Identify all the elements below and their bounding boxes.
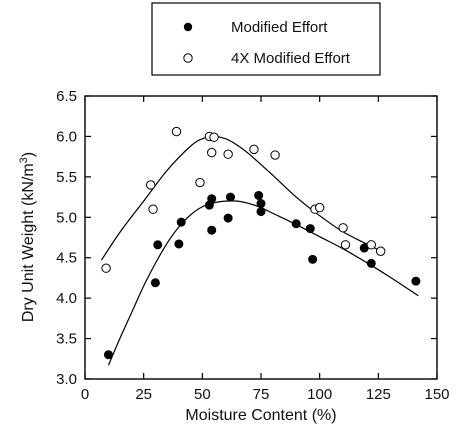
y-tick-label: 6.0 xyxy=(56,128,77,145)
y-axis-title-close: ) xyxy=(20,152,37,157)
x-tick-label: 125 xyxy=(366,386,391,403)
y-tick-label: 4.5 xyxy=(56,250,77,267)
y-axis-title: Dry Unit Weight (kN/m3) xyxy=(18,152,37,322)
legend-box xyxy=(151,2,381,76)
legend-marker-4x-modified-effort xyxy=(183,53,193,63)
data-point-modified-effort xyxy=(366,258,376,268)
data-point-modified-effort xyxy=(207,225,217,235)
legend-label-modified-effort: Modified Effort xyxy=(231,19,328,36)
data-point-modified-effort xyxy=(176,217,186,227)
data-point-4x-modified-effort xyxy=(366,240,376,250)
data-point-modified-effort xyxy=(254,190,264,200)
data-point-4x-modified-effort xyxy=(223,149,233,159)
y-tick-label: 3.0 xyxy=(56,371,77,388)
data-point-4x-modified-effort xyxy=(375,246,386,256)
legend-marker-modified-effort xyxy=(183,22,193,32)
y-axis-title-main: Dry Unit Weight (kN/m xyxy=(20,163,37,322)
x-tick-label: 150 xyxy=(424,386,449,403)
data-point-modified-effort xyxy=(225,192,235,202)
x-tick-label: 100 xyxy=(307,386,332,403)
fit-curve-modified-effort xyxy=(107,200,419,366)
data-point-4x-modified-effort xyxy=(340,240,351,250)
data-point-4x-modified-effort xyxy=(195,177,205,188)
x-tick-label: 0 xyxy=(81,386,89,403)
data-point-modified-effort xyxy=(256,199,266,209)
x-tick-label: 50 xyxy=(194,386,211,403)
plot-frame xyxy=(84,95,438,380)
data-points xyxy=(101,126,421,360)
data-point-4x-modified-effort xyxy=(314,202,325,213)
data-point-4x-modified-effort xyxy=(171,126,182,137)
data-point-4x-modified-effort xyxy=(207,147,217,158)
data-point-modified-effort xyxy=(223,213,233,223)
data-point-modified-effort xyxy=(291,219,301,229)
y-axis-ticks: 3.0 3.5 4.0 4.5 5.0 5.5 6.0 6.5 xyxy=(56,88,437,388)
data-point-4x-modified-effort xyxy=(270,150,280,160)
legend-label-4x-modified-effort: 4X Modified Effort xyxy=(231,50,351,67)
y-tick-label: 6.5 xyxy=(56,88,77,105)
data-point-modified-effort xyxy=(256,207,266,217)
x-axis-title: Moisture Content (%) xyxy=(185,407,336,424)
data-point-4x-modified-effort xyxy=(148,204,158,214)
data-point-4x-modified-effort xyxy=(209,132,219,142)
data-point-modified-effort xyxy=(305,224,315,234)
data-point-modified-effort xyxy=(207,194,217,204)
y-tick-label: 5.0 xyxy=(56,209,77,226)
y-tick-label: 5.5 xyxy=(56,169,77,186)
data-point-4x-modified-effort xyxy=(146,180,156,190)
fit-curves xyxy=(100,135,419,366)
x-tick-label: 25 xyxy=(135,386,152,403)
data-point-modified-effort xyxy=(153,240,163,250)
fit-curve-4x-modified-effort xyxy=(100,135,384,261)
data-point-4x-modified-effort xyxy=(101,263,111,273)
y-axis-title-superscript: 3 xyxy=(18,157,30,163)
y-tick-label: 3.5 xyxy=(56,331,77,348)
data-point-modified-effort xyxy=(411,276,421,286)
data-point-4x-modified-effort xyxy=(249,144,259,155)
x-tick-label: 75 xyxy=(253,386,270,403)
y-tick-label: 4.0 xyxy=(56,290,77,307)
legend: Modified Effort 4X Modified Effort xyxy=(151,2,381,76)
data-point-4x-modified-effort xyxy=(338,223,348,233)
data-point-modified-effort xyxy=(174,239,184,249)
data-point-modified-effort xyxy=(308,254,318,264)
data-point-modified-effort xyxy=(103,350,113,360)
x-axis-ticks: 0 25 50 75 100 125 150 xyxy=(81,96,450,403)
data-point-modified-effort xyxy=(150,278,160,288)
